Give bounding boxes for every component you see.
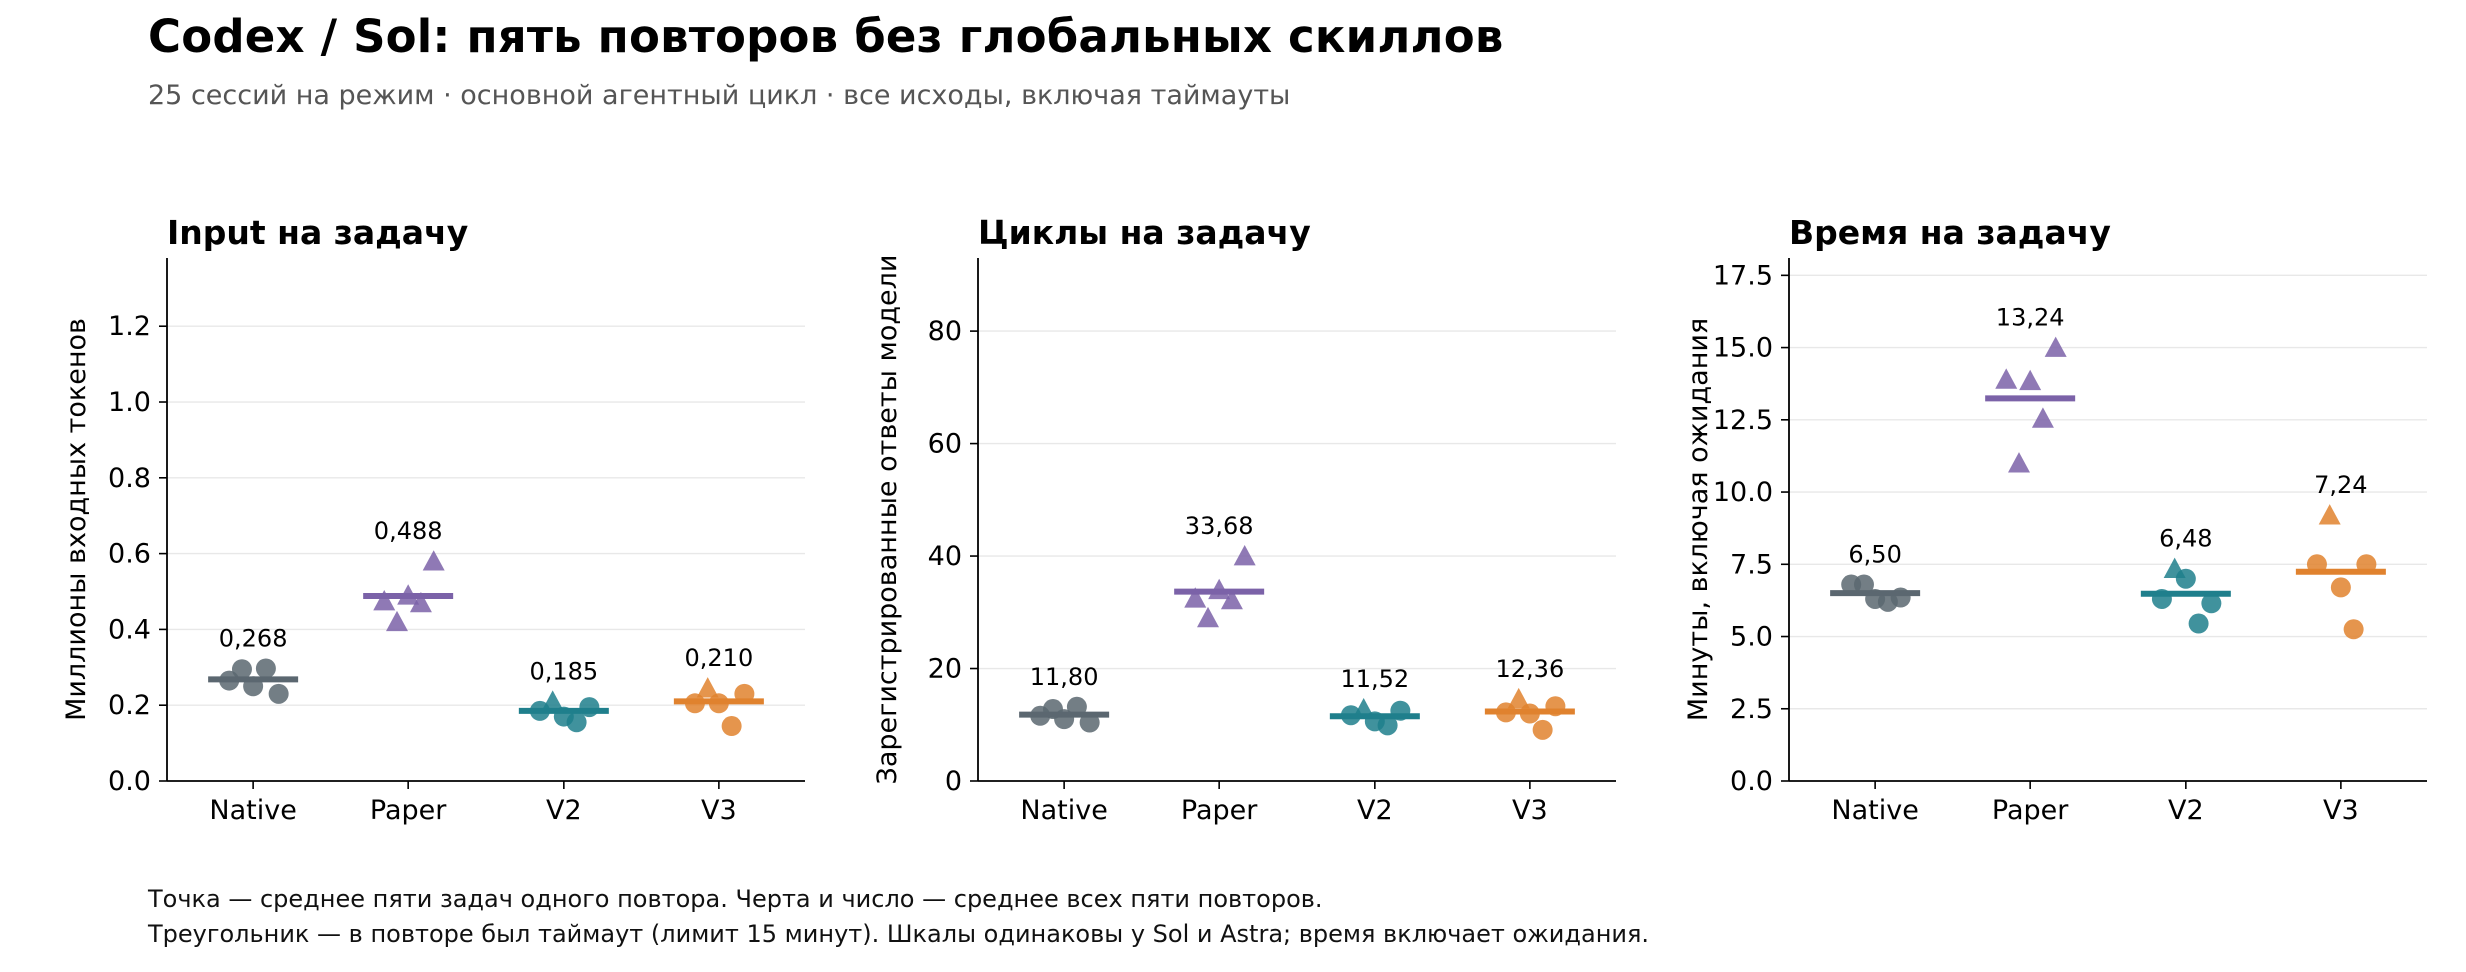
x-tick-label: Native <box>1831 795 1918 826</box>
x-tick-label: V3 <box>701 795 737 826</box>
y-tick-label: 17.5 <box>1713 260 1773 291</box>
data-point <box>255 658 276 679</box>
y-tick-label: 0.8 <box>108 463 151 494</box>
x-tick-label: Paper <box>370 795 447 826</box>
mean-label: 13,24 <box>1996 304 2065 332</box>
chart-panel-1: 0.0 0.2 0.4 0.6 0.8 1.0 1.2 Input на задачу Милл… <box>61 213 805 826</box>
y-tick-label: 0 <box>945 766 962 797</box>
data-point <box>2201 593 2222 614</box>
data-point-timeout <box>409 591 432 613</box>
mean-label: 6,50 <box>1848 541 1901 569</box>
data-point-timeout <box>422 550 445 571</box>
data-point-timeout <box>1196 606 1219 628</box>
data-point <box>1853 574 1874 595</box>
x-tick-label: Paper <box>1181 795 1258 826</box>
data-point <box>2330 577 2351 598</box>
data-point-timeout <box>2044 336 2067 357</box>
chart-panel-2: 0 20 40 60 80 Циклы на задачу Зарегистрированн… <box>872 213 1616 826</box>
data-point-timeout <box>696 677 719 698</box>
x-tick-label: V2 <box>546 795 582 826</box>
data-point <box>2188 613 2209 634</box>
x-tick-label: V2 <box>2168 795 2204 826</box>
y-tick-label: 1.2 <box>108 311 151 342</box>
data-point-timeout <box>1184 587 1207 608</box>
data-point-timeout <box>385 610 408 632</box>
data-point-timeout <box>1995 368 2018 389</box>
mean-label: 33,68 <box>1185 512 1254 540</box>
x-tick-label: V2 <box>1357 795 1393 826</box>
data-point <box>231 659 252 680</box>
mean-label: 0,185 <box>529 657 598 685</box>
panel-title: Input на задачу <box>167 213 468 252</box>
chart-panel-3: 0.0 2.5 5.0 7.5 10.0 12.5 15.0 17.5 Время на зад… <box>1683 213 2427 826</box>
y-tick-label: 1.0 <box>108 387 151 418</box>
y-tick-label: 15.0 <box>1713 333 1773 364</box>
x-tick-label: V3 <box>1512 795 1548 826</box>
data-point <box>579 697 600 718</box>
data-point-timeout <box>1507 687 1530 709</box>
y-tick-label: 10.0 <box>1713 477 1773 508</box>
mean-label: 11,52 <box>1340 665 1409 693</box>
y-tick-label: 0.0 <box>108 766 151 797</box>
y-tick-label: 0.0 <box>1730 766 1773 797</box>
y-axis-label: Миллионы входных токенов <box>61 318 92 721</box>
mean-label: 12,36 <box>1496 655 1565 683</box>
data-point-timeout <box>2031 407 2054 428</box>
mean-label: 0,268 <box>219 624 288 652</box>
panel-title: Циклы на задачу <box>978 213 1311 252</box>
figure-subtitle: 25 сессий на режим · основной агентный ц… <box>148 80 1291 111</box>
x-tick-label: Native <box>209 795 296 826</box>
footnote: Точка — среднее пяти задач одного повтор… <box>148 882 1649 952</box>
figure-title: Codex / Sol: пять повторов без глобальны… <box>148 10 1504 63</box>
data-point <box>2175 568 2196 589</box>
y-tick-label: 80 <box>928 316 962 347</box>
y-axis-label: Зарегистрированные ответы модели <box>872 255 903 785</box>
y-tick-label: 0.2 <box>108 690 151 721</box>
data-point <box>1532 719 1553 740</box>
x-tick-label: Native <box>1020 795 1107 826</box>
data-point-timeout <box>373 589 396 611</box>
y-tick-label: 12.5 <box>1713 405 1773 436</box>
footnote-line-1: Точка — среднее пяти задач одного повтор… <box>148 885 1323 913</box>
y-tick-label: 40 <box>928 541 962 572</box>
data-point-timeout <box>1233 545 1256 566</box>
mean-label: 6,48 <box>2159 525 2212 553</box>
data-point <box>268 683 289 704</box>
y-tick-label: 0.4 <box>108 614 151 645</box>
data-point <box>1377 715 1398 736</box>
data-point-timeout <box>541 690 564 711</box>
data-point-timeout <box>2019 369 2042 391</box>
x-tick-label: Paper <box>1992 795 2069 826</box>
y-tick-label: 2.5 <box>1730 694 1773 725</box>
data-point-timeout <box>1220 588 1243 610</box>
data-point-timeout <box>2318 504 2341 525</box>
panel-title: Время на задачу <box>1789 213 2111 252</box>
mean-label: 0,488 <box>374 517 443 545</box>
y-tick-label: 5.0 <box>1730 622 1773 653</box>
mean-label: 7,24 <box>2314 471 2367 499</box>
data-point <box>566 712 587 733</box>
y-tick-label: 60 <box>928 429 962 460</box>
data-point <box>2343 619 2364 640</box>
y-tick-label: 20 <box>928 654 962 685</box>
mean-label: 0,210 <box>685 644 754 672</box>
y-axis-label: Минуты, включая ожидания <box>1683 318 1714 721</box>
y-tick-label: 7.5 <box>1730 549 1773 580</box>
y-tick-label: 0.6 <box>108 539 151 570</box>
mean-label: 11,80 <box>1030 663 1099 691</box>
x-tick-label: V3 <box>2323 795 2359 826</box>
data-point-timeout <box>2007 452 2030 473</box>
footnote-line-2: Треугольник — в повторе был таймаут (лим… <box>148 920 1650 948</box>
data-point <box>721 716 742 737</box>
